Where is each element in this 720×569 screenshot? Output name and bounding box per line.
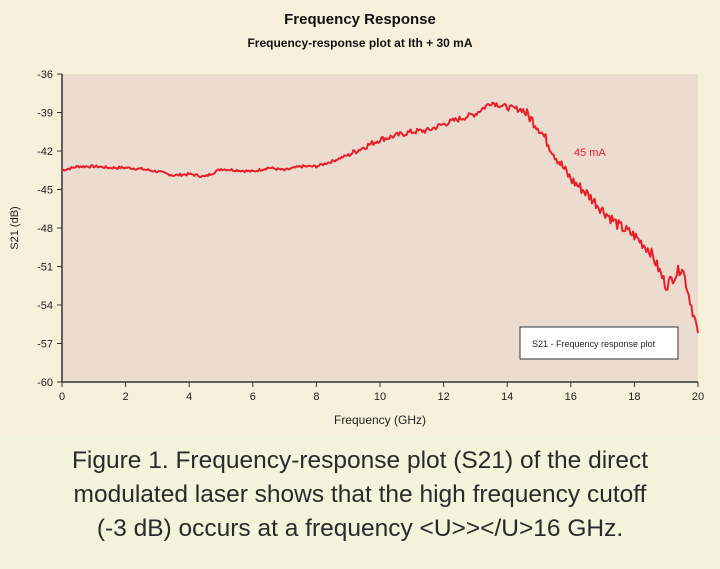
frequency-response-chart: Frequency Response Frequency-response pl… <box>9 11 704 427</box>
y-tick-label: -36 <box>37 69 53 81</box>
legend-label: S21 - Frequency response plot <box>532 339 656 349</box>
series-line-s21 <box>61 101 699 334</box>
y-tick-label: -39 <box>37 108 53 120</box>
y-axis-label: S21 (dB) <box>9 206 21 249</box>
y-tick-label: -45 <box>37 185 53 197</box>
y-axis-ticks: -36 -39 -42 -45 -48 -51 -54 -57 -60 <box>37 69 62 389</box>
x-tick-label: 16 <box>565 391 577 403</box>
x-tick-label: 4 <box>186 391 192 403</box>
x-tick-label: 14 <box>501 391 513 403</box>
chart-panel: Frequency Response Frequency-response pl… <box>9 11 705 427</box>
chart-title: Frequency Response <box>284 11 436 28</box>
x-tick-label: 2 <box>123 391 129 403</box>
x-tick-label: 12 <box>437 391 449 403</box>
caption-line-3: (-3 dB) occurs at a frequency <U>></U>16… <box>96 515 624 542</box>
x-tick-label: 10 <box>374 391 386 403</box>
x-tick-label: 6 <box>250 391 256 403</box>
y-tick-label: -48 <box>37 223 53 235</box>
x-axis-ticks: 0 2 4 6 8 10 12 14 16 18 20 <box>59 382 704 403</box>
y-tick-label: -51 <box>37 262 53 274</box>
figure-caption: Figure 1. Frequency-response plot (S21) … <box>0 436 720 569</box>
y-tick-label: -60 <box>37 377 53 389</box>
x-tick-label: 20 <box>692 391 704 403</box>
caption-line-1: Figure 1. Frequency-response plot (S21) … <box>71 447 649 474</box>
y-tick-label: -42 <box>37 146 53 158</box>
x-tick-label: 8 <box>313 391 319 403</box>
legend: S21 - Frequency response plot <box>519 326 679 360</box>
annotation-45ma: 45 mA <box>574 147 606 159</box>
chart-subtitle: Frequency-response plot at Ith + 30 mA <box>247 36 472 50</box>
caption-line-2: modulated laser shows that the high freq… <box>73 481 647 508</box>
x-tick-label: 18 <box>628 391 640 403</box>
x-axis-label: Frequency (GHz) <box>334 413 426 427</box>
x-tick-label: 0 <box>59 391 65 403</box>
legend-box <box>519 326 679 360</box>
y-tick-label: -54 <box>37 300 53 312</box>
y-tick-label: -57 <box>37 339 53 351</box>
